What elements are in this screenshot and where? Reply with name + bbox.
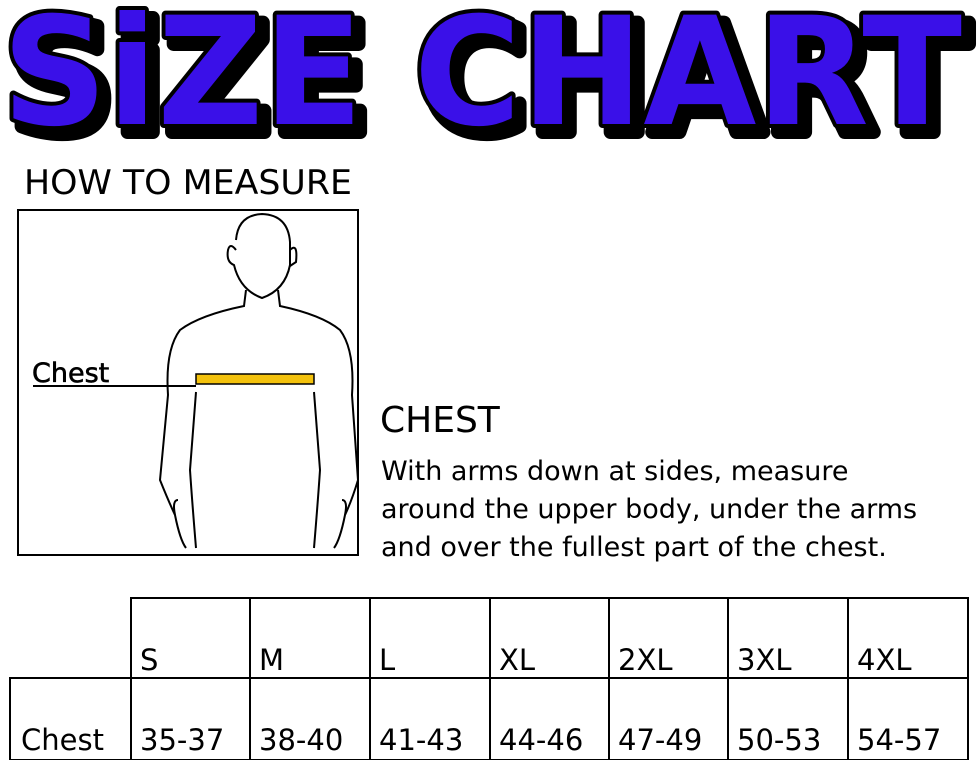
value-text: 54-57 bbox=[857, 723, 941, 757]
header-text: 3XL bbox=[737, 643, 791, 677]
how-to-measure: HOW TO MEASURE bbox=[24, 163, 352, 203]
figure-label: Chest bbox=[32, 358, 109, 389]
section-heading: CHEST bbox=[380, 400, 501, 441]
row-label: Chest bbox=[21, 723, 104, 757]
measuring-tape bbox=[195, 373, 315, 385]
header-text: S bbox=[140, 643, 158, 677]
value-cell bbox=[847, 677, 969, 760]
header-text: 2XL bbox=[618, 643, 672, 677]
value-text: 38-40 bbox=[259, 723, 343, 757]
title: SiZE CHART bbox=[2, 0, 962, 160]
value-text: 41-43 bbox=[379, 723, 463, 757]
body-figure bbox=[158, 212, 360, 549]
title-shadow: SiZE CHART bbox=[10, 0, 970, 168]
header-text: XL bbox=[499, 643, 535, 677]
header-text: M bbox=[259, 643, 284, 677]
value-text: 50-53 bbox=[737, 723, 821, 757]
value-text: 35-37 bbox=[140, 723, 224, 757]
value-text: 47-49 bbox=[618, 723, 702, 757]
header-text: L bbox=[379, 643, 395, 677]
description-line: With arms down at sides, measure bbox=[381, 456, 848, 487]
description-line: around the upper body, under the arms bbox=[381, 494, 917, 525]
header-text: 4XL bbox=[857, 643, 911, 677]
value-text: 44-46 bbox=[499, 723, 583, 757]
description-line: and over the fullest part of the chest. bbox=[381, 532, 887, 563]
